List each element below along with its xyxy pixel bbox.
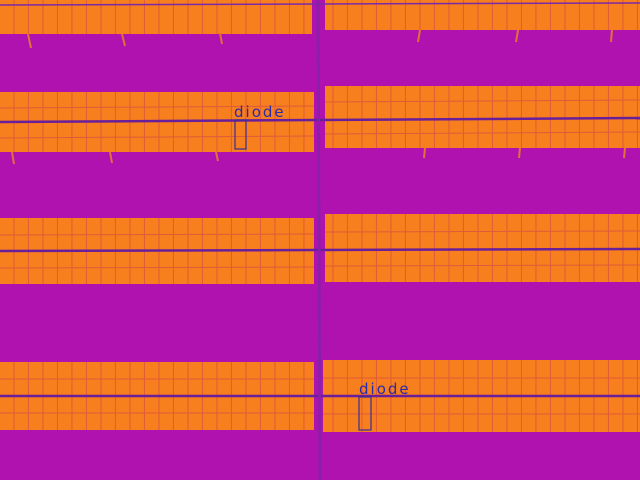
detection-diode-1: diode [234, 103, 286, 150]
panel-row-3 [0, 214, 640, 284]
detection-label: diode [359, 380, 411, 398]
detection-box [358, 396, 372, 431]
detection-diode-2: diode [358, 380, 411, 431]
mounting-pole [316, 0, 322, 480]
detection-label: diode [234, 103, 286, 121]
panel-row-2 [0, 86, 640, 165]
panel-row-1 [0, 0, 640, 49]
detection-box [234, 119, 247, 150]
